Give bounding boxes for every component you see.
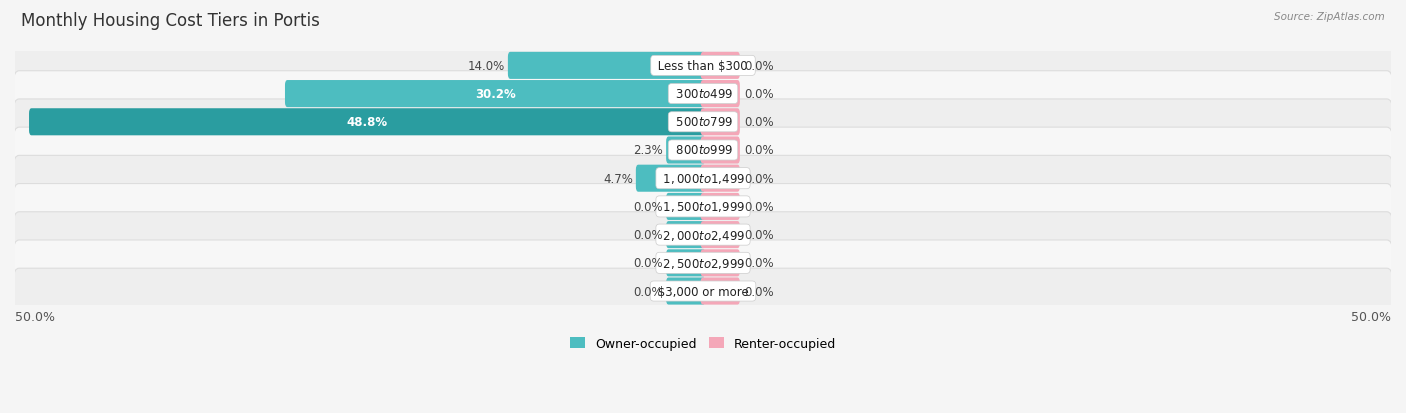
FancyBboxPatch shape [700, 53, 740, 80]
FancyBboxPatch shape [666, 221, 706, 249]
Text: 0.0%: 0.0% [744, 116, 773, 129]
Text: $3,000 or more: $3,000 or more [654, 285, 752, 298]
Text: 0.0%: 0.0% [744, 257, 773, 270]
Text: 0.0%: 0.0% [744, 88, 773, 101]
FancyBboxPatch shape [700, 250, 740, 277]
FancyBboxPatch shape [666, 193, 706, 221]
Text: $2,000 to $2,499: $2,000 to $2,499 [659, 228, 747, 242]
FancyBboxPatch shape [14, 184, 1392, 230]
Text: 0.0%: 0.0% [634, 257, 664, 270]
Text: $2,500 to $2,999: $2,500 to $2,999 [659, 256, 747, 270]
Text: 50.0%: 50.0% [15, 311, 55, 323]
FancyBboxPatch shape [666, 278, 706, 305]
FancyBboxPatch shape [14, 212, 1392, 258]
Text: $300 to $499: $300 to $499 [672, 88, 734, 101]
Text: 50.0%: 50.0% [1351, 311, 1391, 323]
FancyBboxPatch shape [14, 268, 1392, 314]
Text: 14.0%: 14.0% [468, 60, 505, 73]
Text: 0.0%: 0.0% [744, 285, 773, 298]
FancyBboxPatch shape [14, 71, 1392, 117]
Text: $1,000 to $1,499: $1,000 to $1,499 [659, 172, 747, 186]
Text: $800 to $999: $800 to $999 [672, 144, 734, 157]
FancyBboxPatch shape [285, 81, 706, 108]
FancyBboxPatch shape [666, 250, 706, 277]
Text: 30.2%: 30.2% [475, 88, 516, 101]
Text: Less than $300: Less than $300 [654, 60, 752, 73]
Text: 0.0%: 0.0% [744, 228, 773, 242]
Text: 0.0%: 0.0% [744, 60, 773, 73]
Legend: Owner-occupied, Renter-occupied: Owner-occupied, Renter-occupied [565, 332, 841, 355]
Text: 0.0%: 0.0% [744, 200, 773, 214]
Text: 0.0%: 0.0% [744, 144, 773, 157]
FancyBboxPatch shape [700, 165, 740, 192]
Text: 0.0%: 0.0% [634, 228, 664, 242]
FancyBboxPatch shape [636, 165, 706, 192]
Text: Monthly Housing Cost Tiers in Portis: Monthly Housing Cost Tiers in Portis [21, 12, 321, 30]
FancyBboxPatch shape [508, 53, 706, 80]
FancyBboxPatch shape [14, 128, 1392, 173]
Text: Source: ZipAtlas.com: Source: ZipAtlas.com [1274, 12, 1385, 22]
FancyBboxPatch shape [666, 137, 706, 164]
FancyBboxPatch shape [700, 137, 740, 164]
Text: 0.0%: 0.0% [634, 200, 664, 214]
Text: $1,500 to $1,999: $1,500 to $1,999 [659, 200, 747, 214]
FancyBboxPatch shape [30, 109, 706, 136]
Text: 0.0%: 0.0% [744, 172, 773, 185]
FancyBboxPatch shape [700, 278, 740, 305]
Text: $500 to $799: $500 to $799 [672, 116, 734, 129]
Text: 4.7%: 4.7% [603, 172, 633, 185]
FancyBboxPatch shape [14, 100, 1392, 145]
Text: 0.0%: 0.0% [634, 285, 664, 298]
FancyBboxPatch shape [700, 221, 740, 249]
FancyBboxPatch shape [14, 43, 1392, 89]
FancyBboxPatch shape [14, 156, 1392, 202]
FancyBboxPatch shape [700, 109, 740, 136]
FancyBboxPatch shape [14, 240, 1392, 286]
FancyBboxPatch shape [700, 81, 740, 108]
FancyBboxPatch shape [700, 193, 740, 221]
Text: 2.3%: 2.3% [633, 144, 664, 157]
Text: 48.8%: 48.8% [347, 116, 388, 129]
